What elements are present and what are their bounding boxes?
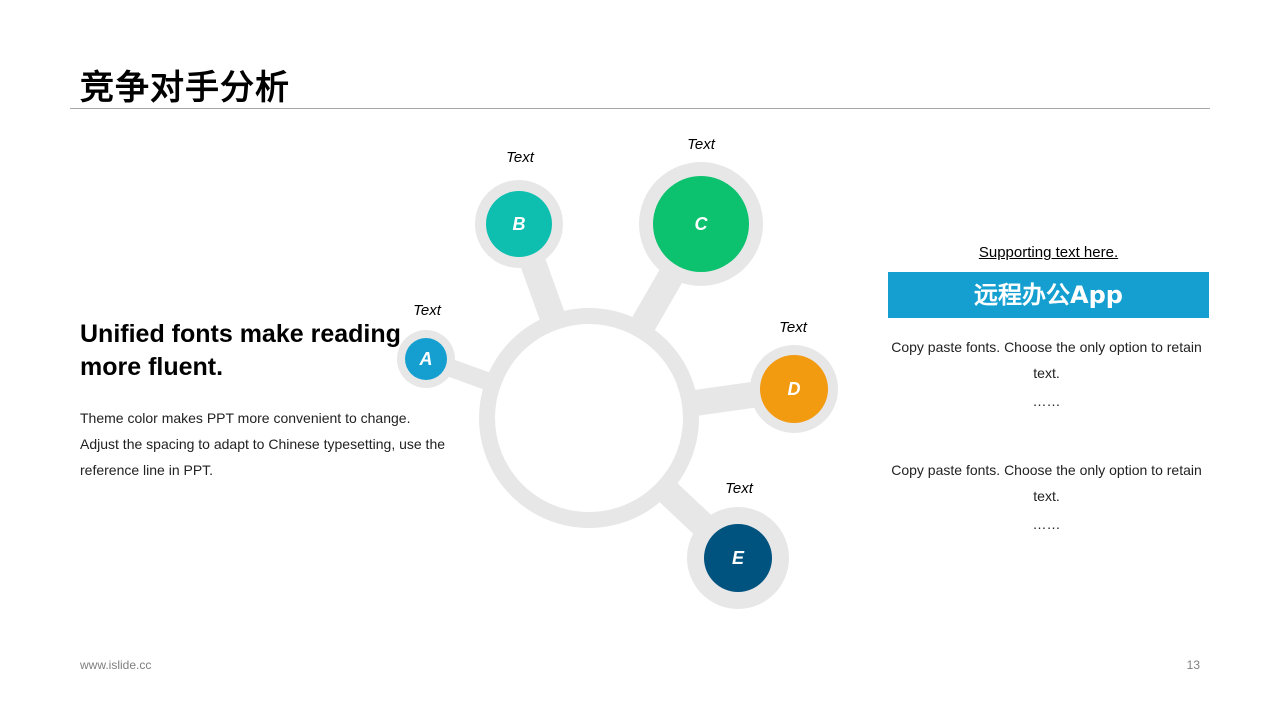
node-label: Text [687, 136, 716, 153]
node-label: Text [413, 302, 442, 319]
node-label: Text [779, 319, 808, 336]
node-c: C Text [639, 136, 763, 286]
node-letter: B [513, 214, 526, 234]
node-circle [405, 338, 447, 380]
center-fill [495, 324, 683, 512]
node-letter: C [695, 214, 709, 234]
node-label: Text [725, 480, 754, 497]
node-circle [653, 176, 749, 272]
page-title: 竞争对手分析 [80, 68, 290, 108]
ellipsis-2: …… [1032, 516, 1061, 532]
node-circle [486, 191, 552, 257]
left-heading: Unified fonts make reading more fluent. [80, 320, 401, 381]
paragraph-1: Copy paste fonts. Choose the only option… [891, 339, 1202, 381]
banner-title: 远程办公App [888, 272, 1209, 318]
node-b: B Text [475, 149, 563, 268]
node-letter: E [732, 548, 745, 568]
page-number: 13 [1186, 658, 1200, 672]
paragraph-2: Copy paste fonts. Choose the only option… [891, 462, 1202, 504]
footer-url: www.islide.cc [80, 658, 152, 672]
ellipsis-1: …… [1032, 393, 1061, 409]
left-body: Theme color makes PPT more convenient to… [80, 410, 446, 478]
node-d: D Text [750, 319, 838, 433]
node-circle [760, 355, 828, 423]
node-letter: D [788, 379, 801, 399]
supporting-text: Supporting text here. [978, 244, 1119, 261]
node-circle [704, 524, 772, 592]
title-divider [70, 108, 1210, 109]
node-a: A Text [397, 302, 455, 388]
node-e: E Text [687, 480, 789, 609]
node-letter: A [419, 349, 433, 369]
center-ring [479, 308, 699, 528]
node-label: Text [506, 149, 535, 166]
